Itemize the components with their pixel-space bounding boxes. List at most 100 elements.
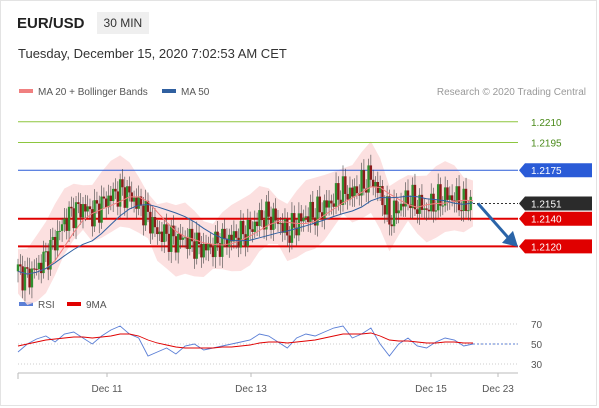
bollinger-area <box>18 141 473 305</box>
candle-body <box>193 241 196 259</box>
candle-body <box>297 213 301 236</box>
ma50-swatch <box>162 89 176 93</box>
candle-body <box>423 208 426 210</box>
rsi-legend: RSI 9MA <box>19 300 107 311</box>
level-tag <box>519 239 592 254</box>
candle-body <box>362 170 366 189</box>
candle-body <box>160 231 164 242</box>
candle-body <box>274 208 277 221</box>
chart-header: EUR/USD 30 MIN <box>11 11 150 35</box>
level-label-1.2175: 1.2175 <box>519 163 592 178</box>
candle-body <box>116 191 120 207</box>
x-tick-dec-13: Dec 13 <box>235 384 267 395</box>
candle-body <box>88 206 92 210</box>
x-axis: Dec 11 Dec 13 Dec 15 Dec 23 <box>17 372 518 395</box>
candle-body <box>26 267 29 269</box>
level-label-1.2120: 1.2120 <box>519 239 592 254</box>
candle-body <box>241 220 245 235</box>
candle-body <box>232 231 236 242</box>
candle-body <box>200 244 203 258</box>
rsi-panel: 70 50 30 <box>17 320 543 371</box>
candle-body <box>16 264 20 272</box>
x-tick-dec-15: Dec 15 <box>415 384 447 395</box>
candle-body <box>197 232 201 245</box>
candle-body <box>207 244 210 251</box>
currency-pair: EUR/USD <box>17 14 85 32</box>
candle-body <box>228 234 231 247</box>
candle-body <box>446 187 449 200</box>
level-label-1.2210: 1.2210 <box>531 118 562 129</box>
candle-body <box>358 193 361 196</box>
candle-body <box>216 231 219 244</box>
candle-body <box>170 225 173 252</box>
candle-body <box>286 219 289 236</box>
candle-body <box>320 212 324 219</box>
candle-body <box>149 211 152 234</box>
candle-body <box>137 196 140 209</box>
candle-body <box>128 186 131 193</box>
candle-body <box>330 200 333 204</box>
candle-body <box>142 205 145 226</box>
candle-body <box>93 200 96 227</box>
candle-body <box>121 179 124 188</box>
ma9-swatch <box>67 302 81 306</box>
candle-body <box>81 204 85 218</box>
candle-body <box>40 262 43 274</box>
candle-body <box>153 217 157 228</box>
candle-body <box>267 201 270 217</box>
candle-body <box>84 204 87 212</box>
candle-body <box>139 196 143 206</box>
level-value: 1.2195 <box>531 139 562 150</box>
level-value: 1.2140 <box>531 215 562 226</box>
candle-body <box>235 231 238 238</box>
level-value: 1.2175 <box>531 166 562 177</box>
candle-body <box>409 204 412 209</box>
interval-button[interactable]: 30 MIN <box>96 12 150 34</box>
candle-body <box>183 237 187 239</box>
candle-body <box>174 236 178 253</box>
candle-body <box>332 203 335 207</box>
rsi-tick-50: 50 <box>531 340 543 351</box>
level-label-1.2151: 1.2151 <box>519 196 592 211</box>
moving-averages <box>17 186 518 275</box>
ma50-legend: MA 50 <box>181 87 210 98</box>
candle-body <box>188 228 191 249</box>
candle-body <box>276 220 280 224</box>
candle-body <box>239 220 243 248</box>
level-tag <box>519 196 592 211</box>
candle-body <box>30 268 34 288</box>
candle-body <box>427 209 431 212</box>
candle-body <box>35 268 38 270</box>
candle-body <box>441 205 445 207</box>
rsi-tick-30: 30 <box>531 360 543 371</box>
level-tag <box>519 211 592 226</box>
candle-body <box>413 184 417 210</box>
candle-body <box>288 235 291 243</box>
candle-body <box>385 196 389 215</box>
candle-body <box>151 217 154 234</box>
candle-body <box>44 251 48 253</box>
candle-body <box>248 219 252 230</box>
candle-body <box>114 188 117 192</box>
candle-body <box>272 208 275 230</box>
candle-body <box>344 176 347 194</box>
candle-body <box>325 200 328 208</box>
candle-body <box>125 186 129 208</box>
candle-body <box>374 181 377 187</box>
candle-body <box>395 200 398 214</box>
candle-body <box>74 202 78 229</box>
bollinger-bands <box>18 141 473 305</box>
candle-body <box>190 228 194 242</box>
candle-body <box>420 194 424 210</box>
candle-body <box>306 216 310 222</box>
chart-datetime: Tuesday, December 15, 2020 7:02:53 AM CE… <box>18 46 287 61</box>
candle-body <box>457 186 461 211</box>
candle-body <box>37 262 41 270</box>
level-value: 1.2120 <box>531 242 562 253</box>
candle-body <box>21 266 24 291</box>
candle-body <box>353 186 356 197</box>
candle-body <box>33 268 36 270</box>
candle-body <box>416 209 419 214</box>
candle-body <box>448 195 451 200</box>
